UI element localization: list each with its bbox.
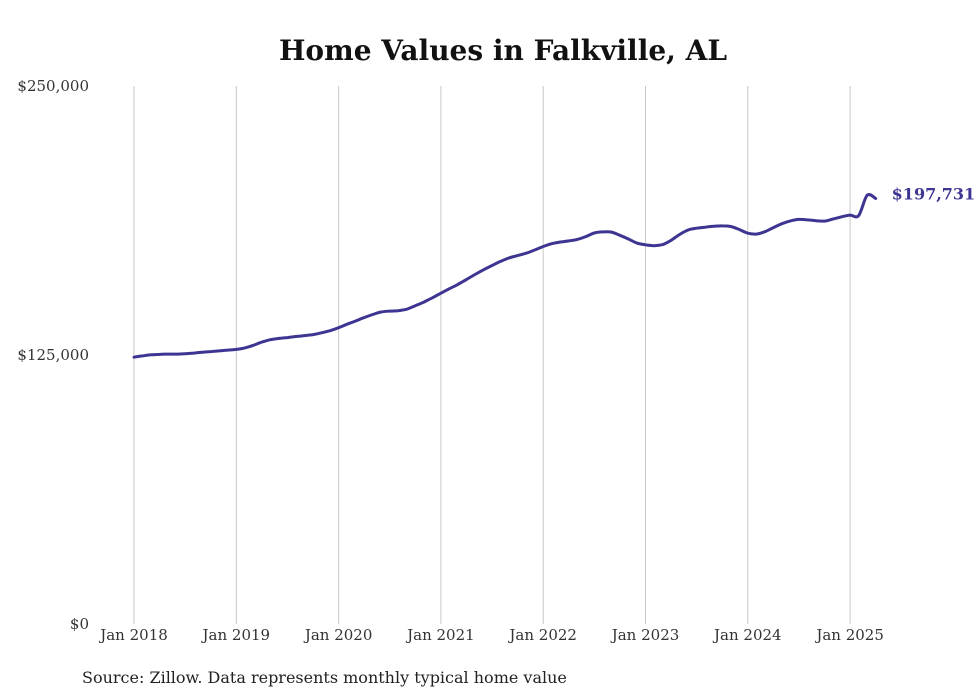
y-tick-label: $0: [70, 615, 89, 633]
chart-title: Home Values in Falkville, AL: [279, 34, 727, 67]
x-tick-label: Jan 2019: [201, 626, 271, 644]
vertical-gridlines: [133, 86, 851, 624]
x-tick-label: Jan 2022: [507, 626, 577, 644]
y-axis-tick-labels: $0 $125,000 $250,000: [17, 77, 89, 633]
x-tick-label: Jan 2025: [814, 626, 884, 644]
home-value-line: [132, 193, 878, 359]
x-tick-label: Jan 2024: [712, 626, 782, 644]
x-tick-label: Jan 2023: [610, 626, 680, 644]
y-tick-label: $250,000: [17, 77, 89, 95]
latest-value-label: $197,731: [892, 184, 976, 203]
x-tick-label: Jan 2018: [98, 626, 168, 644]
y-tick-label: $125,000: [17, 346, 89, 364]
x-tick-label: Jan 2021: [405, 626, 475, 644]
source-note: Source: Zillow. Data represents monthly …: [82, 668, 567, 687]
x-tick-label: Jan 2020: [303, 626, 373, 644]
x-axis-tick-labels: Jan 2018 Jan 2019 Jan 2020 Jan 2021 Jan 2022…: [98, 626, 884, 644]
